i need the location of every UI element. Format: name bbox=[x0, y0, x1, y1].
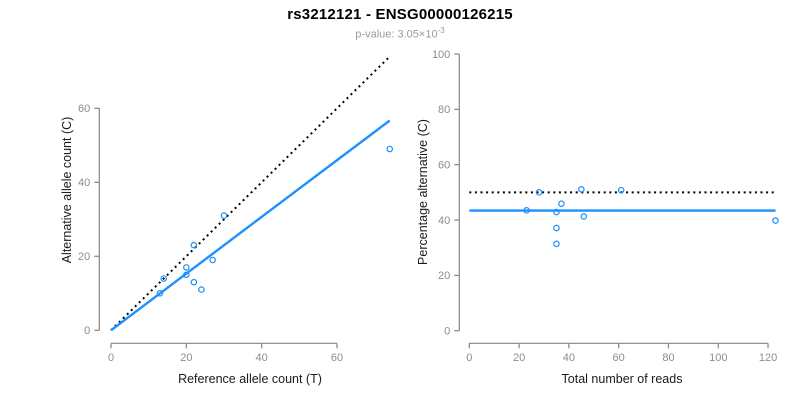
left-x-tick-label: 20 bbox=[180, 352, 192, 364]
left-y-tick-label: 60 bbox=[78, 103, 90, 115]
right-y-tick-label: 80 bbox=[438, 104, 450, 116]
figure-subtitle: p-value: 3.05×10-3 bbox=[0, 26, 800, 41]
left-x-axis-title: Reference allele count (T) bbox=[178, 372, 322, 386]
left-data-point bbox=[190, 278, 198, 286]
right-data-point bbox=[558, 200, 565, 207]
right-x-axis-title: Total number of reads bbox=[562, 372, 683, 386]
left-x-tick-label: 60 bbox=[331, 352, 343, 364]
right-y-tick-label: 20 bbox=[438, 270, 450, 282]
left-y-tick-label: 20 bbox=[78, 251, 90, 263]
right-x-tick-label: 0 bbox=[466, 352, 472, 364]
p-value-text: p-value: 3.05×10 bbox=[355, 28, 438, 41]
right-data-point bbox=[523, 207, 530, 214]
left-data-point bbox=[183, 271, 190, 279]
left-identity-line bbox=[110, 55, 391, 332]
left-data-point bbox=[209, 256, 217, 264]
right-y-tick-label: 40 bbox=[438, 215, 450, 227]
left-y-tick-label: 0 bbox=[84, 325, 90, 337]
right-y-tick-label: 0 bbox=[444, 326, 450, 338]
left-x-tick-label: 0 bbox=[108, 352, 114, 364]
right-data-point bbox=[553, 240, 560, 248]
right-x-tick-label: 60 bbox=[613, 352, 625, 364]
right-data-point bbox=[772, 217, 779, 224]
right-x-tick-label: 120 bbox=[759, 352, 777, 364]
right-x-tick-label: 100 bbox=[709, 352, 727, 364]
p-value-exponent: -3 bbox=[437, 26, 445, 35]
left-y-tick-label: 40 bbox=[78, 177, 90, 189]
right-data-point bbox=[578, 186, 585, 193]
left-data-point bbox=[190, 241, 198, 249]
right-y-tick-label: 60 bbox=[438, 159, 450, 171]
left-data-point bbox=[198, 286, 205, 293]
left-data-point bbox=[160, 275, 168, 282]
left-y-axis-title: Alternative allele count (C) bbox=[60, 117, 74, 264]
figure-title: rs3212121 - ENSG00000126215 bbox=[287, 6, 513, 23]
right-y-axis-title: Percentage alternative (C) bbox=[416, 119, 430, 265]
right-x-tick-label: 20 bbox=[513, 352, 525, 364]
right-data-point bbox=[553, 224, 560, 232]
right-x-tick-label: 80 bbox=[662, 352, 674, 364]
right-data-point bbox=[580, 213, 588, 220]
left-data-point bbox=[156, 289, 164, 297]
right-data-point bbox=[553, 208, 560, 216]
left-data-point bbox=[220, 212, 228, 219]
left-x-tick-label: 40 bbox=[256, 352, 268, 364]
left-data-point bbox=[183, 264, 190, 271]
right-data-point bbox=[535, 189, 543, 196]
left-fit-line bbox=[110, 119, 391, 332]
right-y-tick-label: 100 bbox=[432, 49, 450, 61]
right-data-point bbox=[617, 186, 625, 194]
right-x-tick-label: 40 bbox=[563, 352, 575, 364]
left-data-point bbox=[386, 145, 394, 153]
